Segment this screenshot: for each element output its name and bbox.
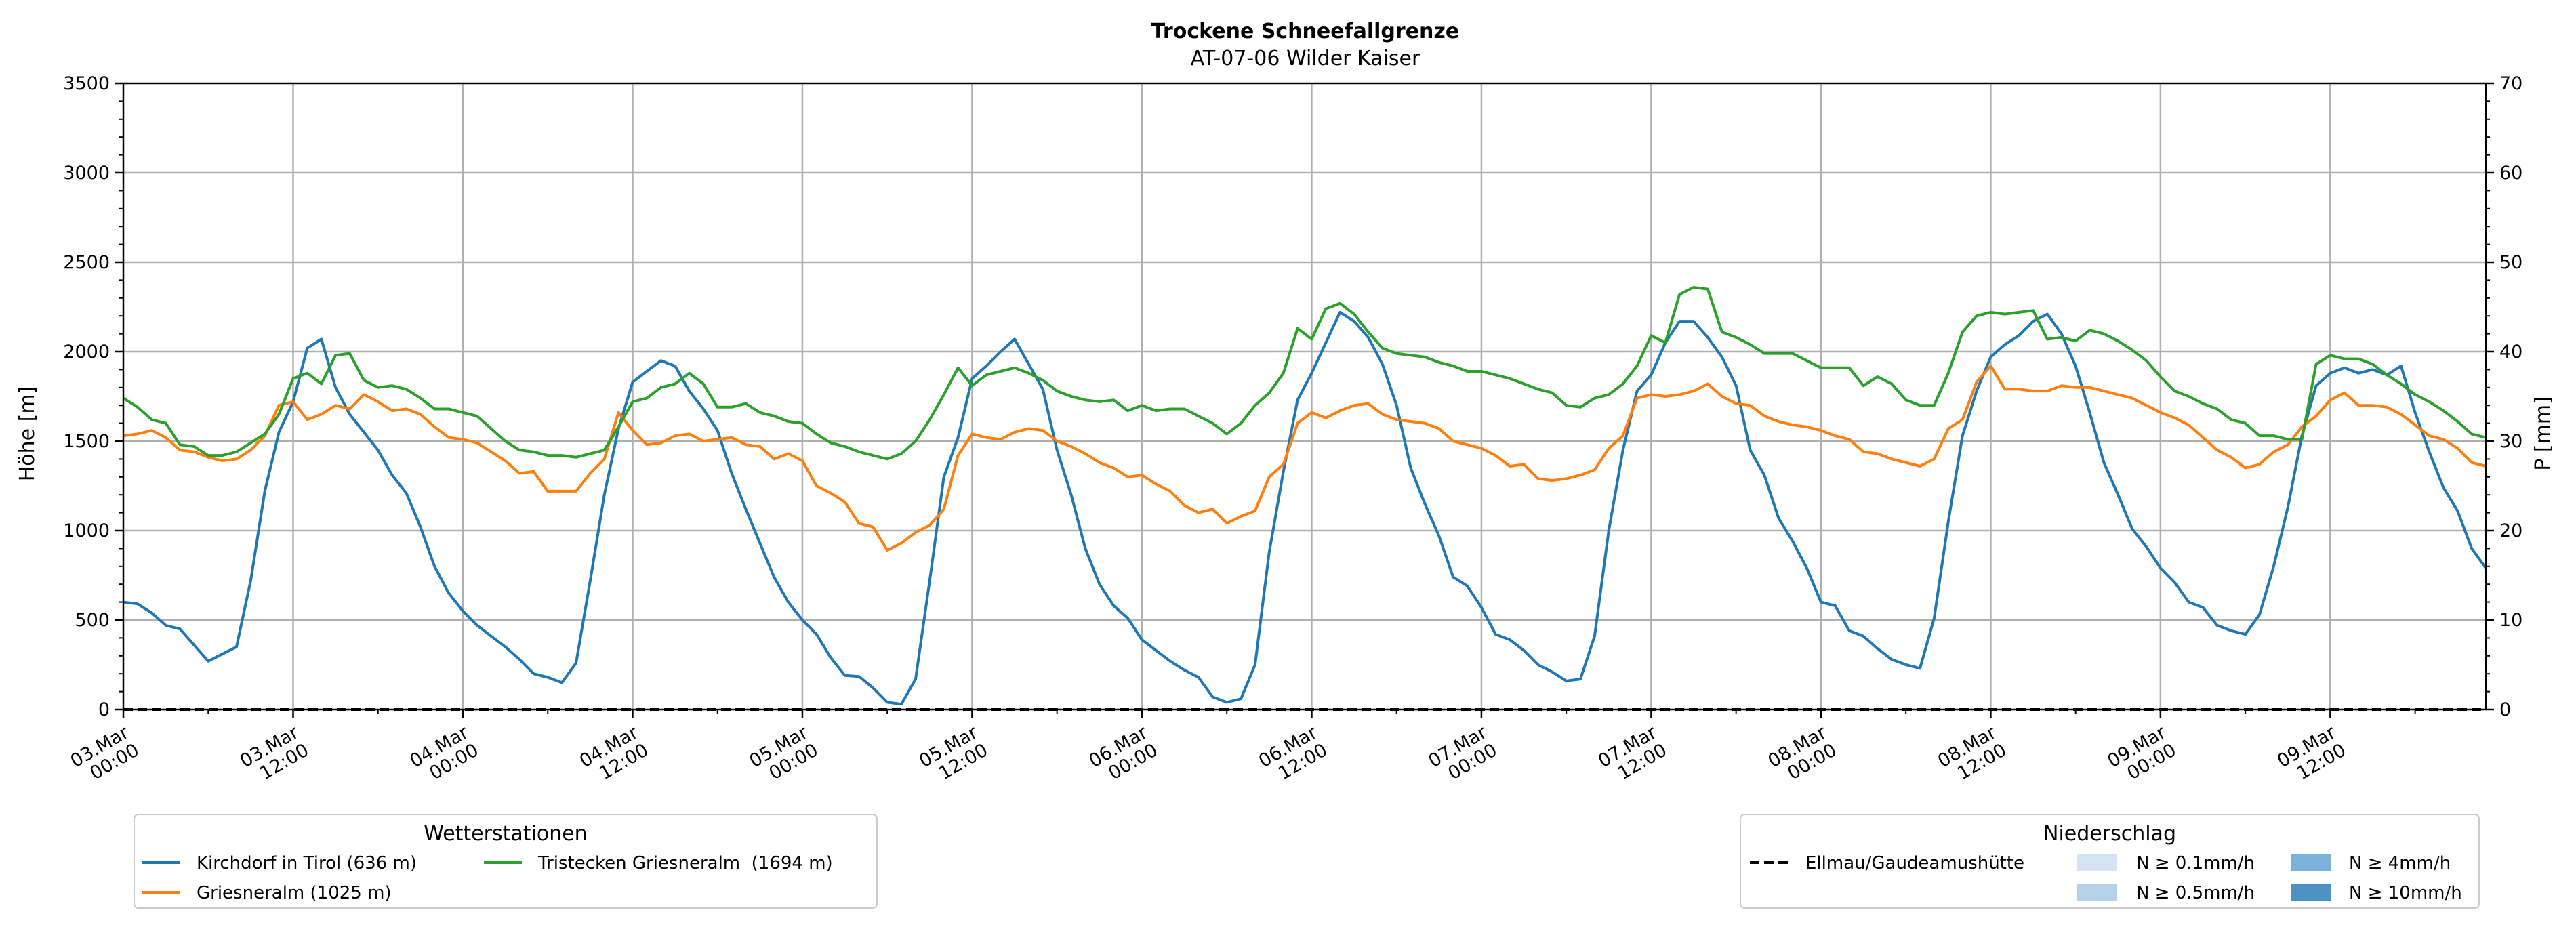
y2-tick-label-5: 50 bbox=[2499, 252, 2522, 273]
y2-tick-label-6: 60 bbox=[2499, 163, 2522, 184]
y-axis-label: Höhe [m] bbox=[16, 386, 39, 482]
legend-precip-title: Niederschlag bbox=[2043, 822, 2176, 846]
legend-stations-title: Wetterstationen bbox=[424, 822, 587, 846]
y-tick-label-5: 2500 bbox=[63, 252, 110, 273]
axes: 0 500 1000 1500 2000 2500 3000 3500 0 10 20 30 40 50 6… bbox=[63, 73, 2522, 789]
legend-swatch-n10 bbox=[2291, 884, 2331, 901]
x-tick-label-0: 03.Mar00:00 bbox=[67, 722, 144, 789]
legend-stations: Wetterstationen Kirchdorf in Tirol (636 … bbox=[134, 814, 878, 909]
y2-axis-label: P [mm] bbox=[2531, 396, 2555, 470]
y-tick-label-0: 0 bbox=[98, 699, 110, 720]
y-tick-label-1: 500 bbox=[75, 610, 110, 631]
legend-label-ellmau: Ellmau/Gaudeamushütte bbox=[1805, 853, 2024, 873]
legend-label-griesneralm: Griesneralm (1025 m) bbox=[197, 883, 392, 903]
x-tick-label-6: 06.Mar00:00 bbox=[1086, 722, 1162, 789]
x-tick-label-2: 04.Mar00:00 bbox=[407, 722, 483, 789]
legend-precipitation: Niederschlag Ellmau/Gaudeamushütte N ≥ 0… bbox=[1740, 814, 2480, 909]
x-tick-label-7: 06.Mar12:00 bbox=[1255, 722, 1332, 789]
x-tick-label-9: 07.Mar12:00 bbox=[1595, 722, 1671, 789]
x-tick-label-13: 09.Mar12:00 bbox=[2274, 722, 2350, 789]
x-tick-label-11: 08.Mar12:00 bbox=[1934, 722, 2011, 789]
y-tick-label-6: 3000 bbox=[63, 163, 110, 184]
y2-tick-label-1: 10 bbox=[2499, 610, 2522, 631]
chart-subtitle: AT-07-06 Wilder Kaiser bbox=[1191, 47, 1420, 70]
y-tick-label-2: 1000 bbox=[63, 520, 110, 541]
series-lines bbox=[122, 286, 2487, 711]
plot-frame bbox=[122, 82, 2487, 711]
series-line-2 bbox=[122, 286, 2487, 461]
x-tick-label-1: 03.Mar12:00 bbox=[237, 722, 313, 789]
legend-label-n10: N ≥ 10mm/h bbox=[2349, 883, 2462, 903]
x-tick-label-12: 09.Mar00:00 bbox=[2104, 722, 2181, 789]
legend-label-tristecken: Tristecken Griesneralm (1694 m) bbox=[537, 853, 833, 873]
grid-lines bbox=[123, 83, 2486, 709]
y2-tick-label-0: 0 bbox=[2499, 699, 2511, 720]
legend-label-n01: N ≥ 0.1mm/h bbox=[2136, 853, 2255, 873]
y2-tick-label-7: 70 bbox=[2499, 73, 2522, 94]
x-tick-label-8: 07.Mar00:00 bbox=[1425, 722, 1502, 789]
x-tick-label-3: 04.Mar12:00 bbox=[576, 722, 653, 789]
y-tick-label-4: 2000 bbox=[63, 342, 110, 363]
x-tick-label-4: 05.Mar00:00 bbox=[746, 722, 823, 789]
x-tick-label-10: 08.Mar00:00 bbox=[1765, 722, 1841, 789]
series-line-0 bbox=[123, 310, 2487, 706]
series-line-1 bbox=[123, 365, 2487, 552]
chart-title: Trockene Schneefallgrenze bbox=[1151, 20, 1459, 43]
legend-swatch-n01 bbox=[2077, 854, 2117, 871]
y2-tick-label-4: 40 bbox=[2499, 342, 2522, 363]
x-tick-label-5: 05.Mar12:00 bbox=[916, 722, 992, 789]
legend-swatch-n4 bbox=[2291, 854, 2331, 871]
y-tick-label-3: 1500 bbox=[63, 431, 110, 452]
y2-tick-label-3: 30 bbox=[2499, 431, 2522, 452]
legend-label-n4: N ≥ 4mm/h bbox=[2349, 853, 2451, 873]
legend-label-kirchdorf: Kirchdorf in Tirol (636 m) bbox=[197, 853, 417, 873]
y2-tick-label-2: 20 bbox=[2499, 520, 2522, 541]
legend-label-n05: N ≥ 0.5mm/h bbox=[2136, 883, 2255, 903]
legend-swatch-n05 bbox=[2077, 884, 2117, 901]
y-tick-label-7: 3500 bbox=[63, 73, 110, 94]
